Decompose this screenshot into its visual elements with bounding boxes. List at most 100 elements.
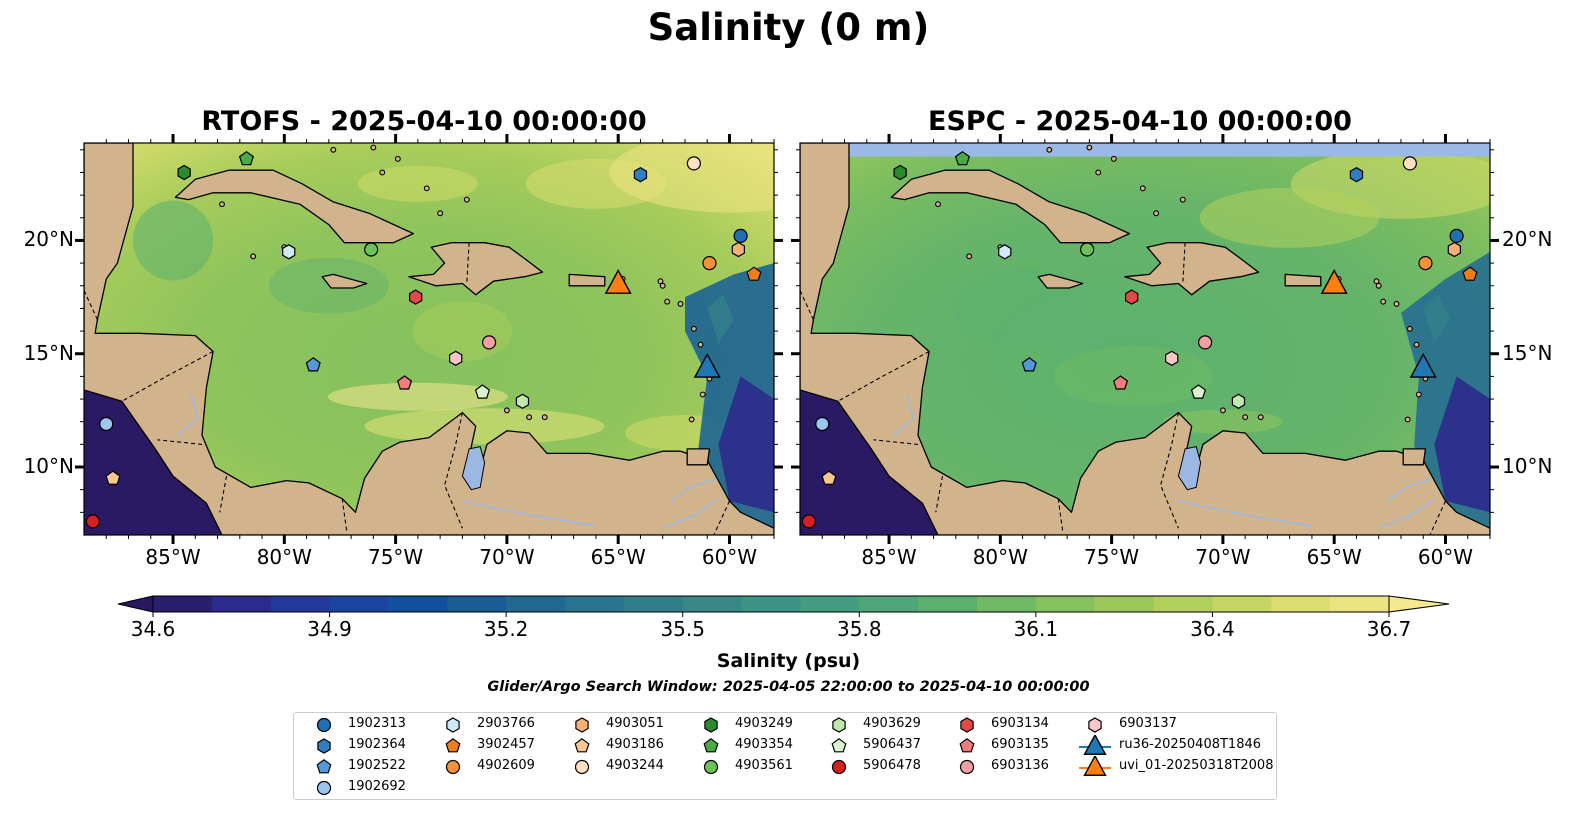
lon-tick-label: 75°W — [1083, 545, 1140, 569]
glider-ru36-20250408T1846-marker — [693, 352, 721, 378]
small-island — [1139, 185, 1146, 192]
small-island — [1095, 169, 1102, 176]
country-border — [1057, 498, 1064, 531]
float-3902457-marker — [746, 266, 762, 281]
colorbar-bin — [447, 596, 507, 612]
legend-item-6903134: 6903134 — [947, 714, 1137, 734]
legend-item-4902609: 4902609 — [433, 756, 623, 776]
lon-tick-label: 70°W — [1195, 545, 1251, 569]
legend-marker-5906478 — [831, 759, 847, 775]
colorbar-bin — [1094, 596, 1155, 612]
colorbar-tick-label: 36.4 — [1190, 617, 1235, 641]
float-1902364-marker — [1349, 167, 1364, 183]
glider-uvi_01-20250318T2008-marker — [604, 269, 632, 294]
float-6903137-marker — [449, 350, 463, 366]
country-border — [1429, 500, 1446, 535]
small-island — [690, 325, 697, 332]
legend-item-uvi_01-20250318T2008: uvi_01-20250318T2008 — [1075, 756, 1273, 776]
small-island — [1380, 298, 1387, 305]
river — [1387, 477, 1433, 502]
map-frame — [83, 142, 775, 536]
float-2903766-marker — [282, 244, 296, 260]
small-island — [1219, 407, 1226, 414]
legend-marker-2903766 — [446, 717, 460, 733]
float-4903051-marker — [731, 241, 746, 258]
lon-tick-label: 85°W — [145, 545, 201, 569]
legend-marker-ru36-20250408T1846 — [1083, 735, 1107, 755]
legend-label: 4903186 — [606, 737, 664, 752]
legend-marker-6903134 — [960, 717, 974, 733]
small-island — [541, 414, 548, 421]
country-border — [873, 439, 919, 445]
legend-item-1902522: 1902522 — [304, 756, 494, 776]
no-data-strip — [800, 143, 1490, 157]
legend-marker-4903249 — [704, 717, 718, 733]
colorbar-bin — [270, 596, 331, 612]
legend-item-1902364: 1902364 — [304, 735, 494, 755]
colorbar-bin — [1212, 596, 1272, 612]
float-6903134-marker — [1125, 289, 1139, 305]
legend-marker-1902364 — [317, 738, 331, 754]
colorbar-frame — [152, 595, 1390, 613]
panel-title-espc: ESPC - 2025-04-10 00:00:00 — [928, 106, 1352, 137]
small-island — [219, 201, 225, 208]
float-4903629-marker — [515, 393, 530, 409]
lat-tick-label: 20°N — [1502, 227, 1553, 252]
legend-item-4903051: 4903051 — [562, 714, 752, 734]
glider-ru36-20250408T1846-marker — [1409, 352, 1437, 378]
lon-tick-label: 60°W — [1417, 545, 1474, 569]
legend-item-4903186: 4903186 — [562, 735, 752, 755]
small-island — [526, 414, 533, 421]
small-island — [1086, 144, 1093, 151]
legend-item-4903629: 4903629 — [819, 714, 1009, 734]
colorbar-bin — [211, 596, 272, 612]
legend-label: 5906478 — [863, 758, 921, 773]
small-island — [1406, 325, 1413, 332]
small-island — [1393, 300, 1400, 307]
float-4903186-marker — [105, 470, 121, 485]
legend-marker-4903186 — [574, 738, 590, 753]
country-border — [84, 290, 98, 320]
small-island — [1404, 416, 1411, 423]
lon-tick-label: 65°W — [1306, 545, 1362, 569]
map-frame — [799, 142, 1491, 536]
small-island — [463, 196, 470, 203]
map-panel-espc: 85°W 80°W 75°W 70°W 65°W 60°W 20°N 15°N 10°N — [791, 134, 1552, 569]
float-5906478-marker — [85, 514, 101, 529]
legend-marker-4903561 — [703, 759, 719, 775]
float-5906437-marker — [474, 384, 491, 399]
small-island — [677, 300, 684, 307]
float-4903244-marker — [1402, 156, 1417, 171]
river — [662, 498, 719, 529]
float-4902609-marker — [1418, 255, 1433, 271]
float-6903135-marker — [396, 375, 413, 390]
float-1902313-marker — [733, 228, 748, 244]
legend-item-4903354: 4903354 — [691, 735, 881, 755]
cuba-land — [174, 169, 415, 244]
legend-marker-6903137 — [1088, 717, 1102, 733]
small-island — [503, 407, 510, 414]
country-border — [157, 439, 203, 445]
legend-label: 6903134 — [991, 716, 1049, 731]
colorbar-bin — [1035, 596, 1096, 612]
colorbar-bin — [800, 596, 860, 612]
colorbar-bin — [741, 596, 802, 612]
small-island — [1415, 391, 1422, 398]
jamaica-land — [321, 273, 368, 289]
colorbar-bin — [1330, 596, 1390, 612]
float-1902364-marker — [633, 167, 648, 183]
river — [462, 500, 597, 527]
float-1902522-marker — [305, 357, 321, 372]
puerto-rico-land — [1284, 273, 1322, 287]
legend-marker-1902313 — [316, 717, 332, 733]
colorbar-extend-high — [1388, 595, 1450, 613]
float-4903186-marker — [821, 470, 837, 485]
float-4903561-marker — [364, 242, 379, 257]
float-1902313-marker — [1449, 228, 1464, 244]
small-island — [394, 155, 401, 162]
legend-marker-1902522 — [316, 759, 332, 774]
small-island — [1413, 341, 1420, 348]
legend-label: ru36-20250408T1846 — [1119, 737, 1262, 752]
legend-label: 4903629 — [863, 716, 921, 731]
legend-marker-4902609 — [445, 759, 461, 775]
